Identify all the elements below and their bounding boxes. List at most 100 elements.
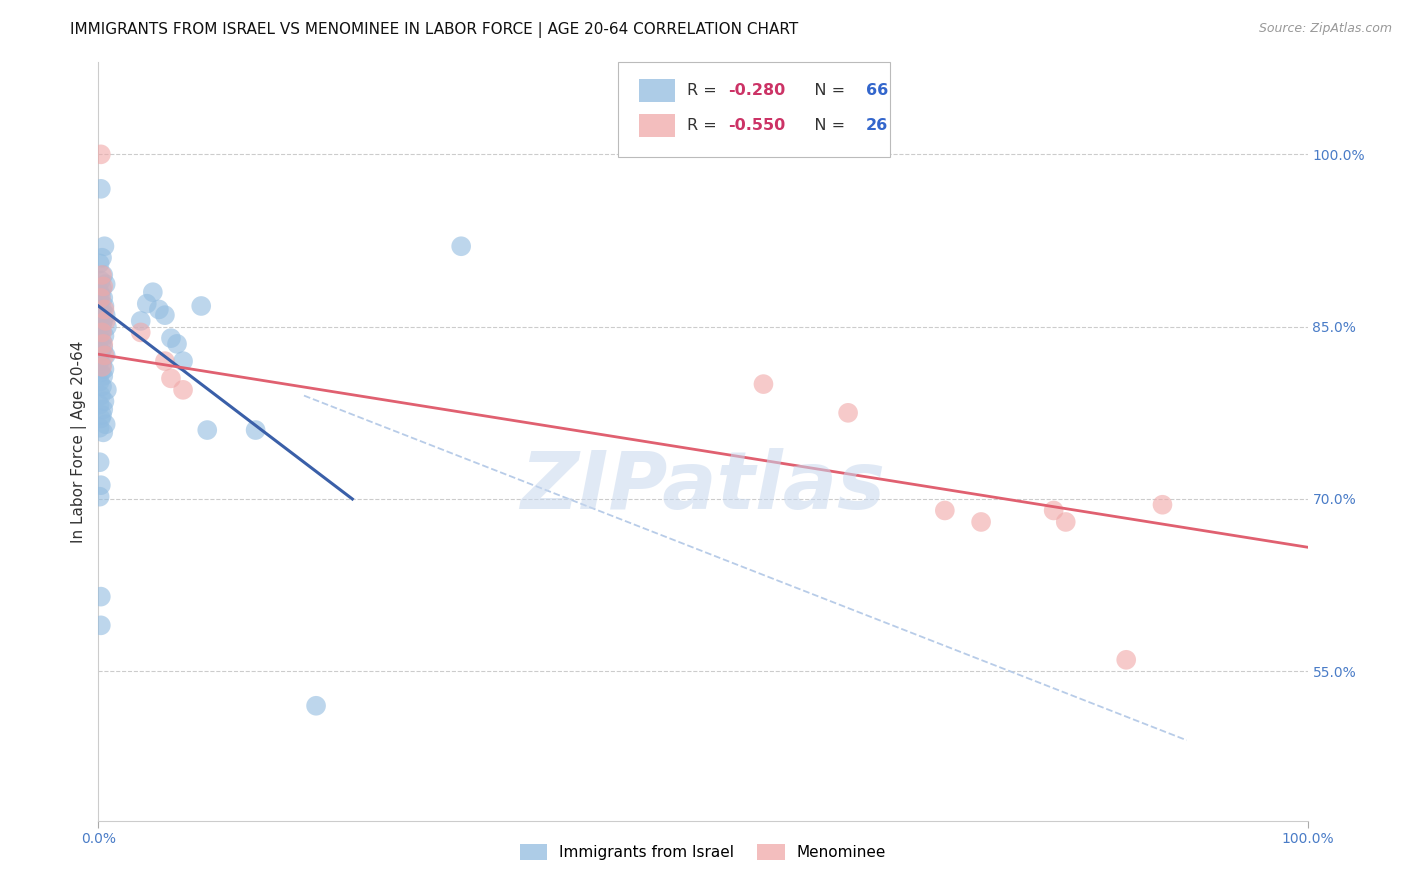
Point	[96, 383, 118, 397]
Point	[190, 299, 212, 313]
Text: R =: R =	[688, 118, 723, 133]
Point	[142, 285, 165, 300]
Point	[90, 345, 112, 359]
Point	[172, 383, 194, 397]
Point	[89, 331, 111, 345]
Point	[91, 318, 114, 332]
Point	[90, 366, 112, 380]
Point	[90, 478, 112, 492]
Text: ZIPatlas: ZIPatlas	[520, 448, 886, 526]
Point	[89, 375, 111, 389]
Point	[91, 334, 114, 349]
Point	[90, 306, 112, 320]
Point	[91, 408, 114, 422]
Point	[1115, 653, 1137, 667]
Point	[90, 182, 112, 196]
Point	[91, 359, 114, 374]
Point	[90, 590, 112, 604]
FancyBboxPatch shape	[638, 114, 675, 136]
Y-axis label: In Labor Force | Age 20-64: In Labor Force | Age 20-64	[72, 341, 87, 542]
Point	[153, 354, 176, 368]
Point	[89, 311, 111, 326]
Point	[90, 147, 112, 161]
Text: -0.550: -0.550	[728, 118, 786, 133]
Point	[93, 239, 115, 253]
Point	[90, 326, 112, 340]
Point	[94, 308, 117, 322]
Text: N =: N =	[799, 118, 849, 133]
Point	[172, 354, 194, 368]
Point	[91, 369, 114, 384]
Point	[89, 285, 111, 300]
Point	[837, 406, 859, 420]
Text: -0.280: -0.280	[728, 83, 786, 98]
Point	[166, 337, 188, 351]
Point	[91, 326, 114, 340]
Point	[90, 291, 112, 305]
Point	[89, 490, 111, 504]
Point	[91, 279, 114, 293]
Point	[90, 274, 112, 288]
Point	[90, 618, 112, 632]
Point	[129, 326, 152, 340]
Text: IMMIGRANTS FROM ISRAEL VS MENOMINEE IN LABOR FORCE | AGE 20-64 CORRELATION CHART: IMMIGRANTS FROM ISRAEL VS MENOMINEE IN L…	[70, 22, 799, 38]
Point	[89, 398, 111, 412]
Point	[91, 268, 114, 282]
Point	[970, 515, 993, 529]
Text: 26: 26	[866, 118, 889, 133]
Point	[94, 277, 117, 292]
Point	[91, 302, 114, 317]
Text: N =: N =	[799, 83, 849, 98]
Point	[90, 388, 112, 402]
Point	[90, 288, 112, 302]
Point	[450, 239, 472, 253]
Point	[94, 314, 117, 328]
Point	[93, 302, 115, 317]
Point	[245, 423, 267, 437]
Point	[305, 698, 328, 713]
Point	[129, 314, 152, 328]
Point	[160, 371, 183, 385]
Point	[93, 299, 115, 313]
Point	[91, 358, 114, 372]
Point	[91, 251, 114, 265]
Point	[89, 421, 111, 435]
Point	[91, 402, 114, 417]
Point	[91, 282, 114, 296]
Point	[1054, 515, 1077, 529]
Point	[91, 268, 114, 282]
Point	[195, 423, 218, 437]
Point	[135, 296, 157, 310]
Point	[752, 377, 775, 392]
Point	[93, 394, 115, 409]
Point	[94, 417, 117, 432]
Point	[91, 379, 114, 393]
Point	[91, 337, 114, 351]
Point	[148, 302, 170, 317]
Point	[1152, 498, 1174, 512]
Point	[89, 294, 111, 309]
Point	[91, 291, 114, 305]
Point	[93, 362, 115, 376]
Text: 66: 66	[866, 83, 889, 98]
Point	[93, 348, 115, 362]
Point	[90, 411, 112, 425]
Text: Source: ZipAtlas.com: Source: ZipAtlas.com	[1258, 22, 1392, 36]
Point	[1042, 503, 1064, 517]
Point	[153, 308, 176, 322]
FancyBboxPatch shape	[638, 79, 675, 102]
Point	[89, 455, 111, 469]
Point	[91, 340, 114, 354]
Point	[89, 354, 111, 368]
Point	[91, 314, 114, 328]
Point	[89, 256, 111, 270]
Point	[96, 319, 118, 334]
Text: R =: R =	[688, 83, 723, 98]
Legend: Immigrants from Israel, Menominee: Immigrants from Israel, Menominee	[513, 838, 893, 866]
Point	[934, 503, 956, 517]
Point	[91, 425, 114, 440]
Point	[94, 348, 117, 362]
Point	[93, 329, 115, 343]
Point	[160, 331, 183, 345]
FancyBboxPatch shape	[619, 62, 890, 157]
